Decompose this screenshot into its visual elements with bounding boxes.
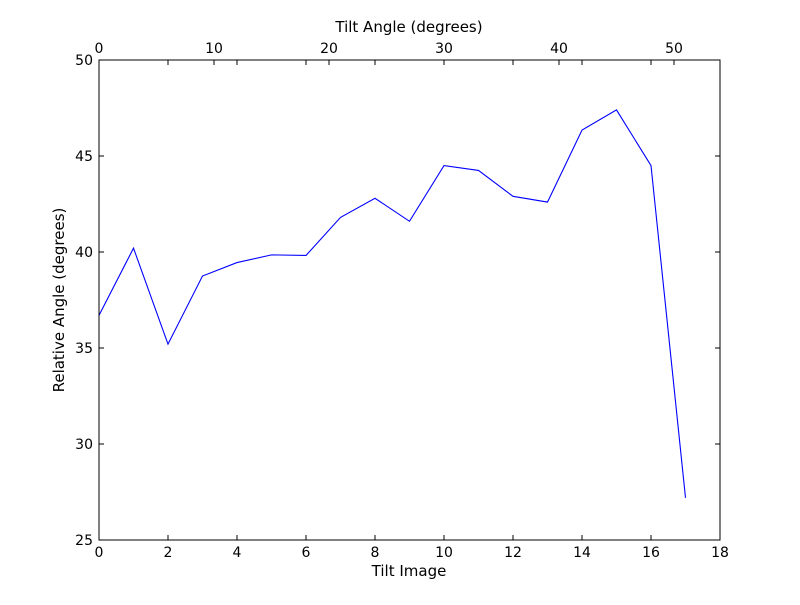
x-axis-title: Tilt Image bbox=[371, 562, 447, 580]
plot-frame bbox=[98, 59, 721, 541]
series-line-0 bbox=[98, 109, 687, 498]
x-tick-label: 6 bbox=[302, 545, 311, 561]
x-tick-label: 8 bbox=[371, 545, 380, 561]
y-tick-label: 30 bbox=[75, 437, 93, 453]
y-tick-label: 40 bbox=[75, 245, 93, 261]
top-x-tick-label: 10 bbox=[205, 41, 223, 57]
x-tick-label: 0 bbox=[95, 545, 104, 561]
top-x-tick-label: 20 bbox=[320, 41, 338, 57]
y-tick-label: 45 bbox=[75, 149, 93, 165]
x-tick-label: 2 bbox=[164, 545, 173, 561]
top-axis-title: Tilt Angle (degrees) bbox=[334, 18, 482, 36]
x-tick-label: 14 bbox=[573, 545, 591, 561]
y-axis-title: Relative Angle (degrees) bbox=[50, 208, 68, 393]
y-tick-label: 50 bbox=[75, 53, 93, 69]
y-tick-label: 35 bbox=[75, 341, 93, 357]
x-tick-label: 12 bbox=[504, 545, 522, 561]
x-tick-label: 10 bbox=[435, 545, 453, 561]
top-x-tick-label: 0 bbox=[95, 41, 104, 57]
x-tick-label: 18 bbox=[711, 545, 729, 561]
x-tick-label: 16 bbox=[642, 545, 660, 561]
y-tick-label: 25 bbox=[75, 533, 93, 549]
top-x-tick-label: 50 bbox=[665, 41, 683, 57]
x-tick-label: 4 bbox=[233, 545, 242, 561]
top-x-tick-label: 30 bbox=[435, 41, 453, 57]
top-x-tick-label: 40 bbox=[550, 41, 568, 57]
